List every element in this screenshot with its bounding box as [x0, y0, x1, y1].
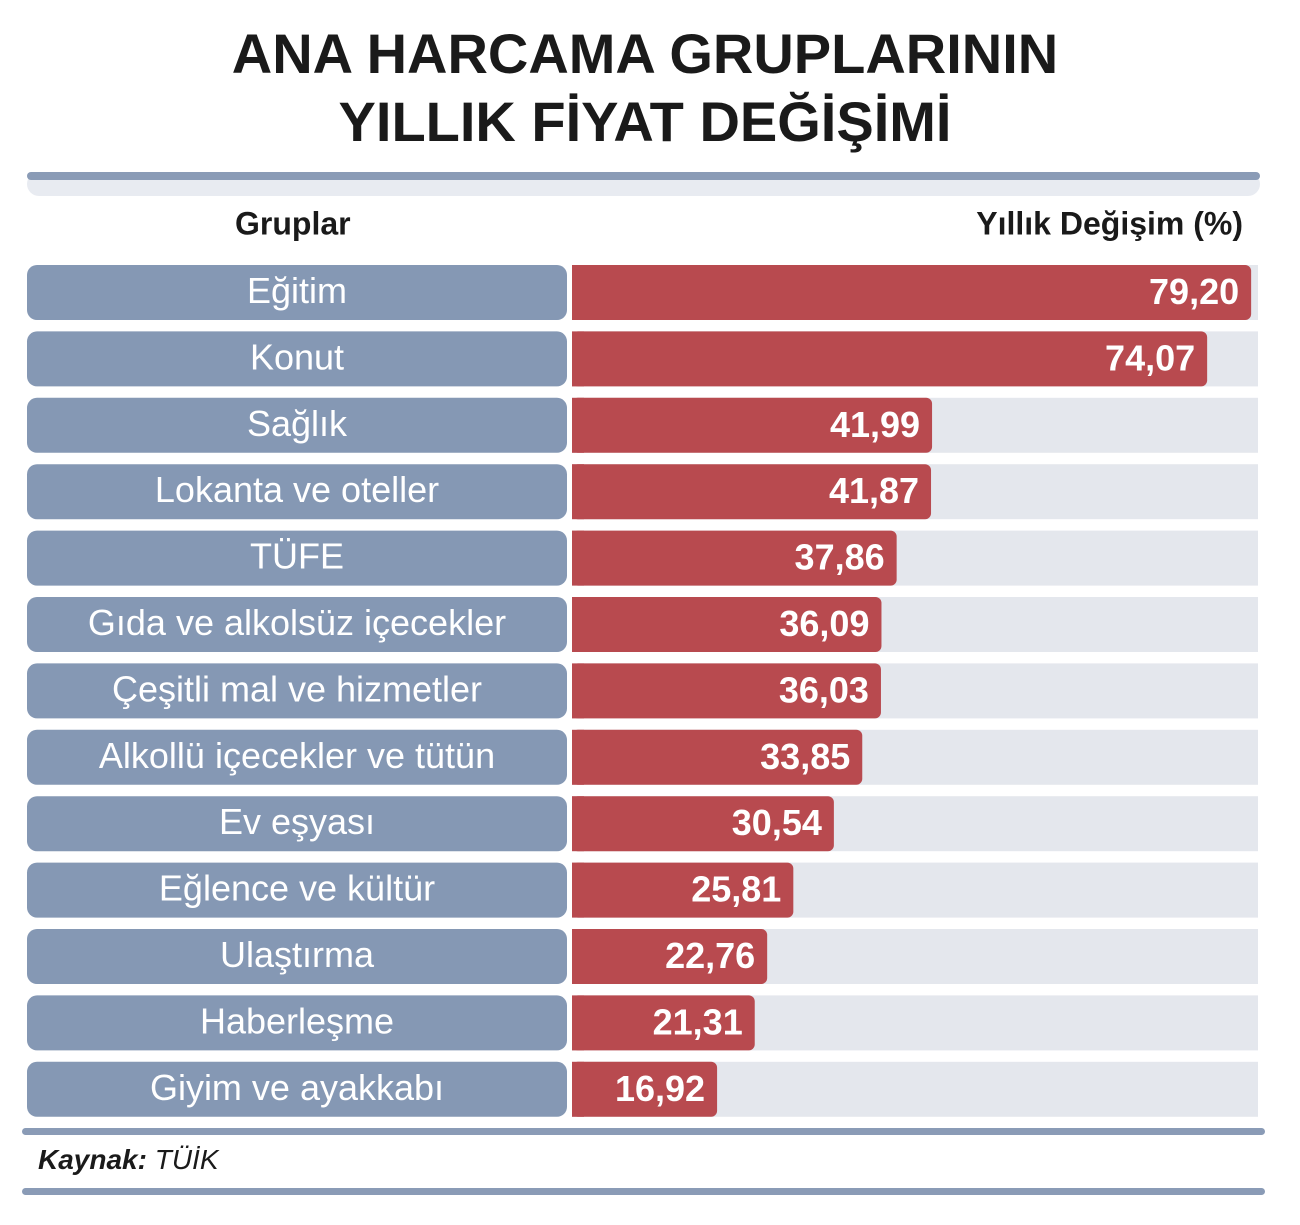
bar: [572, 862, 584, 918]
bar: [572, 397, 584, 453]
value-label: 41,87: [829, 470, 919, 511]
category-label: Alkollü içecekler ve tütün: [99, 735, 495, 776]
value-label: 16,92: [615, 1068, 705, 1109]
category-box: [27, 265, 567, 320]
category-label: Gıda ve alkolsüz içecekler: [88, 602, 506, 643]
category-box: [27, 796, 567, 852]
category-box: [27, 530, 567, 586]
value-label: 36,09: [779, 603, 869, 644]
category-box: [27, 663, 567, 719]
category-label: Ulaştırma: [220, 934, 375, 975]
value-label: 41,99: [830, 404, 920, 445]
bar: [572, 597, 882, 652]
bar: [572, 464, 932, 520]
bar: [572, 265, 584, 320]
category-label: Sağlık: [247, 403, 348, 444]
bar: [572, 729, 584, 785]
bar: [572, 530, 897, 586]
bar: [572, 265, 1252, 320]
rule: [22, 1188, 1265, 1195]
value-label: 37,86: [795, 537, 885, 578]
category-box: [27, 1061, 567, 1117]
bar: [572, 929, 584, 984]
bar: [572, 729, 863, 785]
bar: [572, 397, 933, 453]
value-label: 36,03: [779, 669, 869, 710]
value-label: 74,07: [1105, 337, 1195, 378]
bar: [572, 796, 834, 852]
category-label: Haberleşme: [200, 1000, 394, 1041]
category-box: [27, 862, 567, 918]
bar: [572, 530, 584, 586]
bar: [572, 663, 881, 719]
value-label: 25,81: [691, 869, 781, 910]
category-box: [27, 331, 567, 387]
category-label: Çeşitli mal ve hizmetler: [112, 668, 482, 709]
category-header: Gruplar: [235, 205, 351, 241]
category-box: [27, 397, 567, 453]
bar: [572, 663, 584, 719]
category-box: [27, 729, 567, 785]
category-box: [27, 597, 567, 652]
category-label: Konut: [250, 336, 344, 377]
category-label: Lokanta ve oteller: [155, 469, 439, 510]
chart-title: ANA HARCAMA GRUPLARININ: [232, 22, 1058, 85]
chart-title: YILLIK FİYAT DEĞİŞİMİ: [339, 90, 952, 153]
category-label: TÜFE: [250, 536, 344, 577]
value-label: 22,76: [665, 935, 755, 976]
bar: [572, 1061, 584, 1117]
value-label: 33,85: [760, 736, 850, 777]
category-label: Eğitim: [247, 270, 347, 311]
bar: [572, 995, 584, 1051]
bar: [572, 597, 584, 652]
bar: [572, 331, 584, 387]
value-header: Yıllık Değişim (%): [976, 205, 1243, 241]
category-box: [27, 929, 567, 984]
category-label: Eğlence ve kültür: [159, 868, 435, 909]
source: Kaynak: TÜİK: [38, 1144, 220, 1175]
top-rule: [27, 172, 1260, 180]
rule: [22, 1128, 1265, 1135]
bar: [572, 862, 794, 918]
category-box: [27, 995, 567, 1051]
bar: [572, 995, 755, 1051]
bar: [572, 1061, 718, 1117]
bar: [572, 464, 584, 520]
category-label: Giyim ve ayakkabı: [150, 1067, 444, 1108]
value-label: 21,31: [653, 1001, 743, 1042]
value-label: 30,54: [732, 802, 822, 843]
bar: [572, 331, 1208, 387]
category-label: Ev eşyası: [219, 801, 375, 842]
source-label: Kaynak:: [38, 1144, 147, 1175]
bar: [572, 796, 584, 852]
value-label: 79,20: [1149, 271, 1239, 312]
category-box: [27, 464, 567, 520]
source-value: TÜİK: [155, 1144, 220, 1175]
bar: [572, 929, 768, 984]
